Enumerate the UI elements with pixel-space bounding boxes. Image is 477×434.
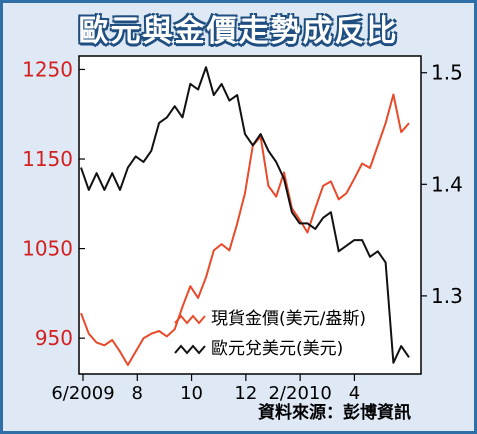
- chart-title: 歐元與金價走勢成反比: [78, 14, 399, 49]
- left-tick-label: 1250: [22, 57, 73, 81]
- source-note: 資料來源：彭博資訊: [258, 402, 411, 423]
- x-tick-label: 10: [180, 383, 203, 404]
- x-tick-label: 8: [132, 383, 143, 404]
- x-tick-label: 12: [234, 383, 257, 404]
- right-tick-label: 1.3: [431, 284, 463, 308]
- legend-gold-icon: [174, 314, 206, 325]
- legend-euro-label: 歐元兌美元(美元): [211, 339, 343, 359]
- gold-price-line: [80, 93, 410, 366]
- plot-area: [78, 55, 422, 375]
- x-tick-label: 4: [349, 383, 360, 404]
- legend-euro-icon: [174, 344, 206, 355]
- x-tick-label: 6/2009: [51, 383, 114, 404]
- left-tick-label: 1050: [22, 237, 73, 261]
- legend-gold-label: 現貨金價(美元/盎斯): [211, 309, 366, 329]
- left-tick-label: 950: [35, 326, 73, 350]
- right-tick-label: 1.4: [431, 172, 463, 196]
- right-tick-label: 1.5: [431, 61, 463, 85]
- x-tick-label: 2/2010: [268, 383, 331, 404]
- left-tick-label: 1150: [22, 147, 73, 171]
- euro-usd-line: [80, 66, 410, 364]
